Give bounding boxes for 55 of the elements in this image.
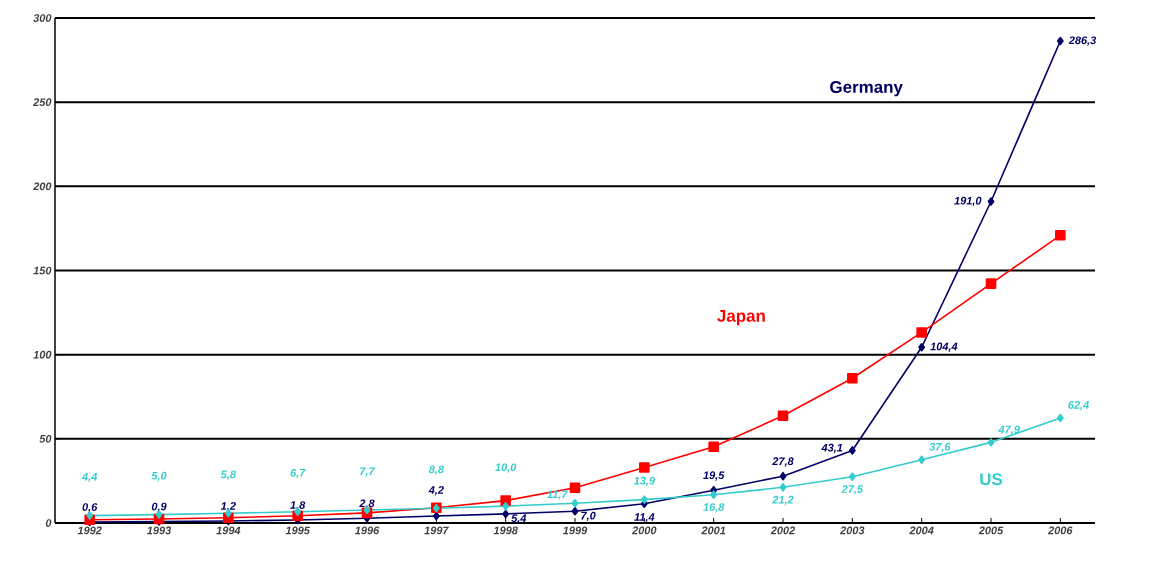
x-tick-label: 1999 (562, 526, 588, 535)
data-label: 5,0 (151, 471, 167, 482)
data-label: 1,8 (290, 501, 306, 511)
x-tick-label: 2001 (701, 526, 726, 535)
data-label: 286,3 (1068, 36, 1097, 46)
y-tick-label: 150 (33, 266, 52, 275)
data-label: 6,7 (290, 468, 306, 479)
x-tick-label: 1995 (285, 526, 310, 535)
y-tick-label: 50 (39, 434, 52, 443)
data-label: 10,0 (495, 463, 517, 473)
data-label: 0,6 (82, 503, 98, 513)
data-label: 11,4 (634, 513, 655, 523)
x-tick-label: 2006 (1047, 526, 1073, 535)
x-tick-label: 2002 (770, 526, 796, 535)
x-tick-label: 1996 (354, 526, 380, 535)
y-tick-label: 100 (33, 350, 52, 359)
data-label: 21,2 (772, 495, 794, 506)
data-label: 5,8 (220, 470, 236, 480)
x-tick-label: 1992 (77, 526, 102, 535)
data-label: 2,8 (359, 499, 375, 509)
x-tick-label: 1994 (216, 526, 241, 535)
data-label: 27,5 (841, 485, 864, 495)
x-tick-label: 1998 (493, 526, 518, 535)
x-tick-label: 2000 (631, 526, 657, 535)
data-label: 191,0 (954, 196, 982, 207)
data-label: 37,6 (929, 442, 951, 453)
data-label: 43,1 (821, 443, 843, 454)
data-label: 8,8 (428, 465, 444, 475)
y-tick-label: 300 (33, 14, 52, 22)
x-tick-label: 2004 (909, 526, 934, 535)
x-tick-label: 1993 (146, 526, 172, 535)
data-label: 4,2 (428, 486, 444, 496)
data-label: 62,4 (1068, 401, 1089, 411)
x-tick-label: 2005 (978, 526, 1004, 535)
data-label: 4,4 (81, 472, 98, 483)
data-label: 16,8 (703, 503, 725, 513)
text: Japan (717, 310, 765, 326)
y-tick-label: 200 (33, 182, 52, 191)
data-label: 1,2 (220, 502, 236, 512)
data-label: 7,7 (360, 467, 376, 477)
data-label: 7,0 (581, 511, 596, 522)
data-label: 13,9 (633, 476, 655, 487)
text: Germany (830, 81, 903, 97)
data-label: 104,4 (930, 342, 958, 352)
x-tick-label: 1997 (424, 526, 449, 535)
data-label: 27,8 (772, 457, 794, 467)
y-tick-label: 0 (45, 519, 52, 527)
data-label: 47,9 (998, 425, 1020, 435)
x-tick-label: 2003 (839, 526, 865, 535)
series-label: US (980, 473, 1003, 486)
y-tick-label: 250 (33, 98, 52, 107)
data-label: 5,4 (511, 514, 527, 524)
data-label: 19,5 (703, 471, 725, 481)
data-label: 0,9 (151, 502, 167, 512)
data-label: 11,7 (547, 490, 568, 500)
